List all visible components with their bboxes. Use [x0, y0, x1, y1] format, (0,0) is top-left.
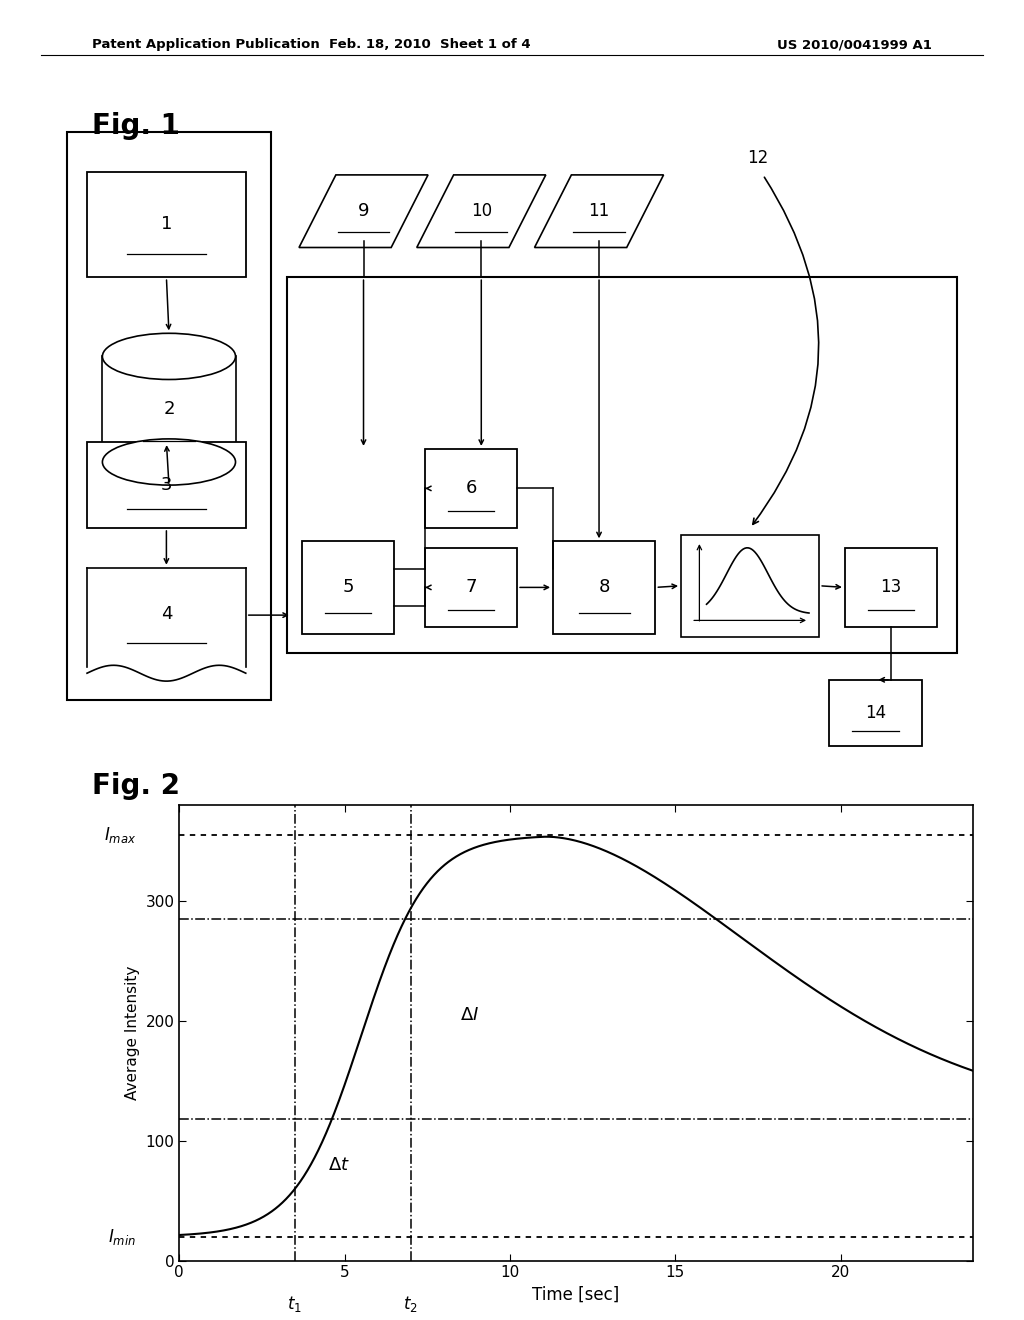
FancyBboxPatch shape — [845, 548, 937, 627]
Text: 12: 12 — [748, 149, 769, 168]
Text: 13: 13 — [881, 578, 901, 597]
Text: Feb. 18, 2010  Sheet 1 of 4: Feb. 18, 2010 Sheet 1 of 4 — [330, 38, 530, 51]
Text: 1: 1 — [161, 215, 172, 234]
Polygon shape — [417, 176, 546, 248]
Text: US 2010/0041999 A1: US 2010/0041999 A1 — [777, 38, 932, 51]
FancyBboxPatch shape — [425, 548, 517, 627]
Text: 2: 2 — [163, 400, 175, 418]
FancyBboxPatch shape — [102, 356, 236, 462]
FancyBboxPatch shape — [425, 449, 517, 528]
Text: Patent Application Publication: Patent Application Publication — [92, 38, 319, 51]
FancyBboxPatch shape — [87, 442, 246, 528]
Y-axis label: Average Intensity: Average Intensity — [125, 966, 140, 1100]
Polygon shape — [535, 176, 664, 248]
FancyBboxPatch shape — [67, 132, 271, 700]
FancyBboxPatch shape — [553, 541, 655, 634]
Text: $t_2$: $t_2$ — [403, 1294, 418, 1315]
FancyBboxPatch shape — [287, 277, 957, 653]
Text: 10: 10 — [471, 202, 492, 220]
Text: 9: 9 — [357, 202, 370, 220]
Ellipse shape — [102, 334, 236, 380]
FancyBboxPatch shape — [829, 680, 922, 746]
Text: 5: 5 — [342, 578, 354, 597]
Text: Fig. 1: Fig. 1 — [92, 112, 180, 140]
X-axis label: Time [sec]: Time [sec] — [532, 1286, 620, 1304]
FancyBboxPatch shape — [87, 172, 246, 277]
FancyBboxPatch shape — [302, 541, 394, 634]
Text: $\Delta t$: $\Delta t$ — [328, 1156, 350, 1173]
Text: 7: 7 — [465, 578, 477, 597]
Text: 3: 3 — [161, 477, 172, 494]
Text: 4: 4 — [161, 605, 172, 623]
FancyBboxPatch shape — [681, 535, 819, 636]
Text: 11: 11 — [589, 202, 609, 220]
Text: 8: 8 — [598, 578, 610, 597]
Text: 6: 6 — [465, 479, 477, 498]
Text: $I_{max}$: $I_{max}$ — [103, 825, 136, 845]
Text: Fig. 2: Fig. 2 — [92, 772, 180, 800]
Ellipse shape — [102, 438, 236, 486]
Text: $\Delta I$: $\Delta I$ — [460, 1006, 479, 1024]
Text: $t_1$: $t_1$ — [288, 1294, 302, 1315]
Text: 14: 14 — [865, 704, 886, 722]
Text: $I_{min}$: $I_{min}$ — [109, 1226, 136, 1246]
Polygon shape — [299, 176, 428, 248]
